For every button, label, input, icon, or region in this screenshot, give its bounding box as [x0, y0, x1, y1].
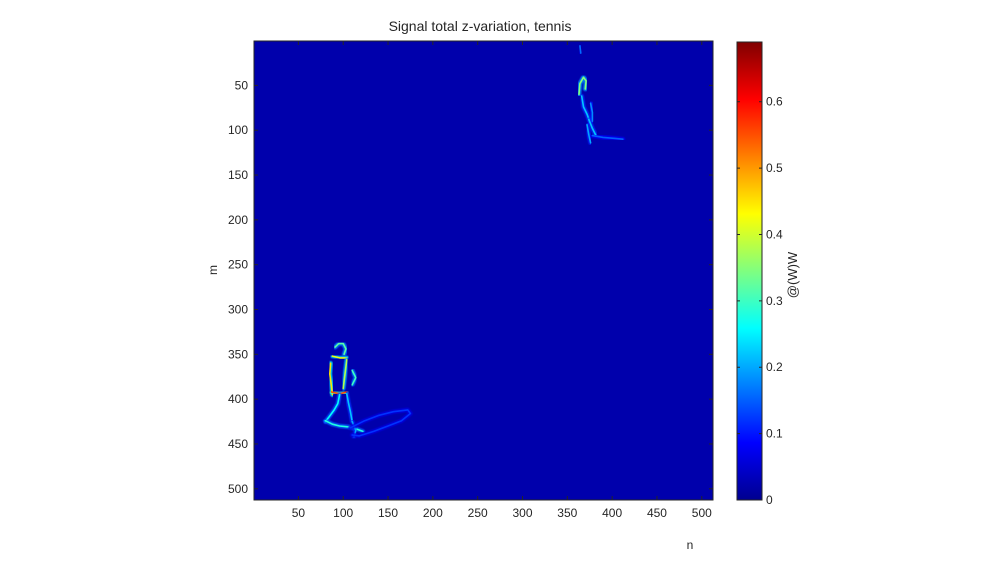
x-tick-label: 250	[468, 506, 488, 520]
heatmap-edge	[342, 358, 348, 390]
colorbar-tick-label: 0	[766, 493, 773, 507]
heatmap-edge	[586, 124, 592, 144]
colorbar-label: @(W)W	[785, 251, 800, 298]
x-tick-label: 200	[423, 506, 443, 520]
y-tick-label: 300	[228, 302, 248, 316]
heatmap-plot: 50 100 150 200 250 300 350 400 450 500 50 100 150 20…	[228, 40, 714, 520]
y-tick-label: 450	[228, 437, 248, 451]
heatmap-edge	[334, 342, 347, 356]
heatmap-edge	[349, 409, 412, 437]
chart-title: Signal total z-variation, tennis	[389, 18, 572, 34]
heatmap-edge	[587, 118, 597, 137]
x-tick-label: 150	[378, 506, 398, 520]
heatmap-edge	[591, 134, 624, 140]
y-axis-label: m	[206, 265, 220, 275]
y-tick-label: 200	[228, 213, 248, 227]
x-tick-label: 500	[692, 506, 712, 520]
colorbar-gradient	[736, 41, 763, 501]
y-tick-label: 350	[228, 347, 248, 361]
colorbar-tick-label: 0.6	[766, 95, 783, 109]
y-tick-label: 250	[228, 258, 248, 272]
feature-lower-left-player	[323, 341, 413, 440]
colorbar-tick-label: 0.1	[766, 427, 783, 441]
colorbar-tick-label: 0.2	[766, 360, 783, 374]
heatmap-edge	[589, 102, 594, 122]
y-tick-label: 500	[228, 482, 248, 496]
heatmap-background	[254, 41, 713, 500]
y-tick-label: 100	[228, 123, 248, 137]
x-tick-label: 300	[512, 506, 532, 520]
heatmap-edge	[578, 76, 587, 96]
y-tick-label: 150	[228, 168, 248, 182]
x-tick-label: 100	[333, 506, 353, 520]
heatmap-edge	[331, 355, 348, 359]
x-tick-label: 350	[557, 506, 577, 520]
heatmap-edge	[345, 392, 354, 423]
x-tick-label: 50	[292, 506, 306, 520]
heatmap-edge	[324, 393, 341, 423]
x-axis-label: n	[687, 538, 694, 552]
plot-frame	[253, 40, 714, 501]
colorbar-tick-label: 0.4	[766, 227, 783, 241]
x-tick-label: 400	[602, 506, 622, 520]
colorbar-tick-label: 0.5	[766, 161, 783, 175]
x-tick-label: 450	[647, 506, 667, 520]
heatmap-edge	[579, 45, 582, 54]
colorbar: 0 0.1 0.2 0.3 0.4 0.5 0.6 @(W)W	[736, 41, 800, 507]
y-tick-label: 400	[228, 392, 248, 406]
feature-upper-right-player	[576, 43, 626, 146]
y-tick-label: 50	[235, 78, 249, 92]
colorbar-tick-label: 0.3	[766, 294, 783, 308]
heatmap-edge	[351, 369, 357, 386]
